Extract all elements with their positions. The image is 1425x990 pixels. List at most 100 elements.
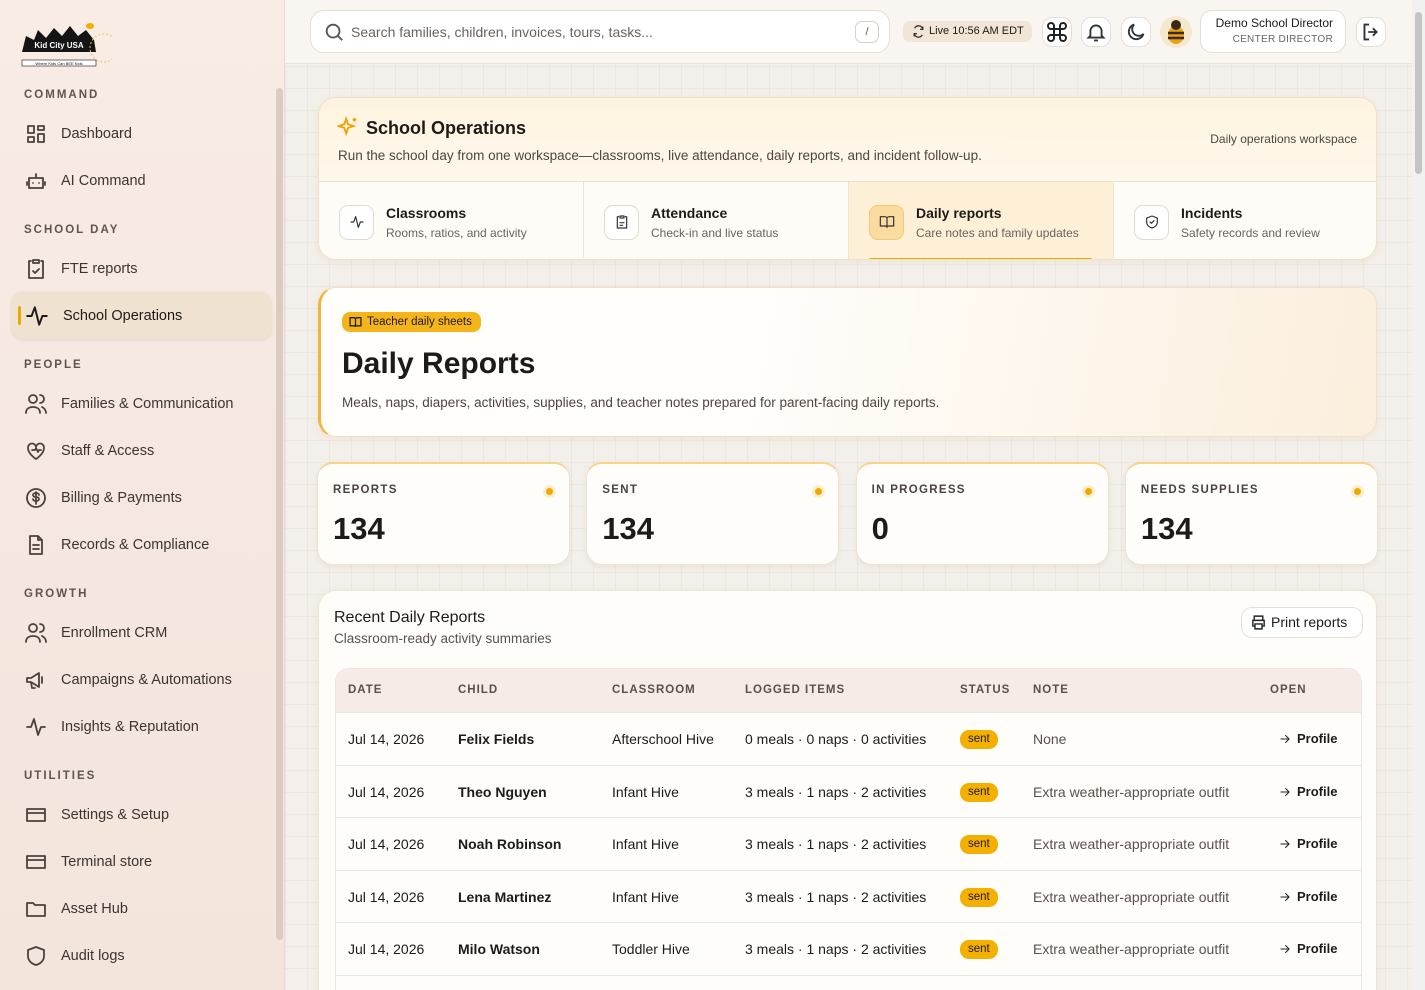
sidebar-scrollbar (276, 88, 283, 940)
child: Noah Robinson (458, 836, 562, 852)
nav-label: Asset Hub (61, 900, 128, 917)
badge-icon-path (349, 317, 362, 328)
stat-label: NEEDS SUPPLIES (1140, 484, 1259, 496)
note: Extra weather-appropriate outfit (1033, 888, 1230, 905)
nav-label: Records & Compliance (61, 536, 210, 553)
icon-path (27, 124, 45, 143)
tab-text: Incidents Safety records and review (1181, 205, 1320, 240)
page-scrollbar-thumb (1415, 12, 1422, 174)
icon-path (1145, 215, 1158, 229)
nav-item[interactable]: Dashboard (12, 110, 271, 157)
icon (27, 442, 45, 460)
print-icon (1252, 615, 1265, 630)
avatar[interactable] (1159, 15, 1193, 49)
icon (879, 216, 894, 228)
live-icon (913, 25, 924, 38)
command-button[interactable] (1042, 17, 1072, 47)
profile-link[interactable]: Profile (1278, 818, 1337, 870)
moon-icon-path (1127, 23, 1145, 41)
logged-items: 3 meals · 1 naps · 2 activities (745, 888, 927, 905)
icon-path (26, 487, 46, 508)
nav-item[interactable]: Campaigns & Automations (12, 656, 271, 703)
operations-card: School Operations Run the school day fro… (318, 97, 1377, 260)
logo-band (21, 59, 97, 67)
profile-label: Profile (1297, 888, 1338, 904)
nav-label: Dashboard (61, 125, 132, 142)
stat-value: 134 (602, 511, 655, 546)
nav-section-title: COMMAND (24, 89, 100, 101)
nav-label: Audit logs (61, 947, 125, 964)
icon (26, 172, 46, 189)
profile-link[interactable]: Profile (1278, 923, 1337, 975)
column-header: STATUS (960, 684, 1011, 696)
tabs: Classrooms Rooms, ratios, and activity Att… (319, 181, 1376, 259)
child: Milo Watson (458, 941, 540, 957)
main: Search families, children, invoices, tou… (285, 0, 1412, 990)
table: DATE CHILD CLASSROOM LOGGED ITEMS STATUS NOTE… (335, 668, 1362, 990)
sidebar: Kid City USA Where Kids Can BEE Kids COM… (0, 0, 285, 990)
sparkle-icon-path (337, 116, 357, 137)
nav-item[interactable]: FTE reports (12, 245, 271, 292)
notifications-button[interactable] (1081, 17, 1111, 47)
nav-item[interactable]: Staff & Access (12, 427, 271, 474)
stat-dot (1353, 488, 1361, 495)
nav-label: FTE reports (61, 260, 138, 277)
nav-item[interactable]: AI Command (12, 157, 271, 204)
sparkle-icon (337, 116, 357, 137)
logout-button[interactable] (1356, 17, 1386, 47)
date: Jul 14, 2026 (348, 783, 425, 800)
icon (1280, 787, 1290, 796)
icon-path (26, 901, 46, 917)
tab-title: Classrooms (386, 204, 467, 221)
icon (25, 393, 47, 414)
avatar-head (1171, 20, 1181, 30)
icon-path (28, 258, 44, 279)
nav-label: School Operations (63, 307, 183, 324)
nav-item[interactable]: Enrollment CRM (12, 609, 271, 656)
tab[interactable]: Daily reports Care notes and family updat… (849, 182, 1114, 259)
tab-text: Classrooms Rooms, ratios, and activity (386, 205, 527, 240)
nav-item[interactable]: Billing & Payments (12, 474, 271, 521)
status-pill: sent (960, 940, 998, 959)
user-menu[interactable]: Demo School Director CENTER DIRECTOR (1200, 10, 1346, 53)
icon (616, 215, 627, 229)
child: Lena Martinez (458, 888, 552, 905)
profile-link[interactable]: Profile (1278, 766, 1337, 818)
logo-tagline: Where Kids Can BEE Kids (35, 61, 82, 66)
tab-title: Daily reports (916, 204, 1002, 221)
tab-icon (604, 204, 639, 240)
tab[interactable]: Classrooms Rooms, ratios, and activity (319, 182, 584, 259)
logout-icon (1363, 23, 1378, 41)
theme-button[interactable] (1121, 17, 1151, 47)
nav-item[interactable]: Terminal store (12, 838, 271, 885)
nav-label: Staff & Access (61, 442, 155, 459)
tab[interactable]: Incidents Safety records and review (1114, 182, 1376, 259)
search-placeholder: Search families, children, invoices, tou… (351, 23, 653, 40)
print-button[interactable]: Print reports (1241, 607, 1363, 638)
nav-item[interactable]: Asset Hub (12, 885, 271, 932)
topbar: Search families, children, invoices, tou… (285, 0, 1412, 64)
note: None (1033, 731, 1067, 747)
table-header: DATE CHILD CLASSROOM LOGGED ITEMS STATUS NOTE… (336, 669, 1361, 712)
profile-link[interactable]: Profile (1278, 713, 1337, 765)
nav-item[interactable]: Records & Compliance (12, 521, 271, 568)
stat-card: IN PROGRESS 0 (855, 462, 1109, 565)
profile-link[interactable]: Profile (1278, 871, 1337, 923)
logo: Kid City USA Where Kids Can BEE Kids (20, 22, 119, 68)
logo-art: Kid City USA Where Kids Can BEE Kids (21, 23, 119, 67)
search[interactable]: Search families, children, invoices, tou… (310, 10, 890, 53)
icon-path (26, 854, 46, 869)
avatar-stripes (1168, 31, 1184, 40)
icon (26, 305, 48, 326)
nav-item[interactable]: Families & Communication (12, 380, 271, 427)
nav-item[interactable]: School Operations (12, 292, 271, 339)
nav-item[interactable]: Settings & Setup (12, 791, 271, 838)
tab[interactable]: Attendance Check-in and live status (584, 182, 849, 259)
operations-subtitle: Run the school day from one workspace—cl… (338, 148, 982, 163)
moon-icon (1127, 23, 1145, 41)
hero-card: Teacher daily sheets Daily Reports Meals… (318, 287, 1377, 437)
nav-item[interactable]: Audit logs (12, 932, 271, 979)
live-status: Live 10:56 AM EDT (903, 21, 1032, 42)
nav-item[interactable]: Insights & Reputation (12, 703, 271, 750)
note: Extra weather-appropriate outfit (1033, 836, 1230, 852)
